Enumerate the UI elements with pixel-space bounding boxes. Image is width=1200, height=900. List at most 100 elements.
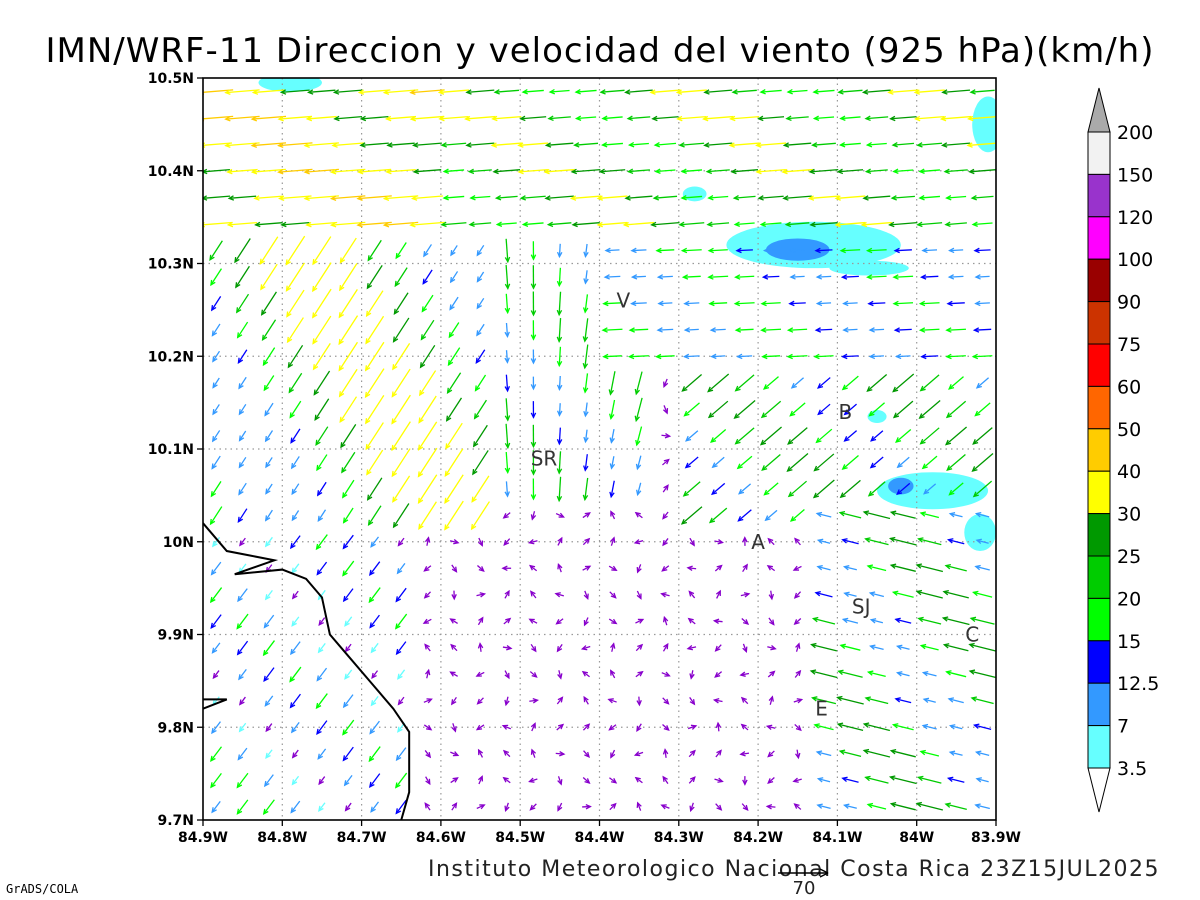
wind-vector [813, 453, 835, 472]
wind-vector [862, 195, 891, 201]
wind-vector [209, 587, 223, 604]
wind-vector [385, 168, 416, 175]
wind-vector [946, 538, 965, 545]
wind-vector [573, 142, 599, 148]
wind-vector [864, 168, 888, 175]
wind-vector [892, 274, 914, 280]
wind-vector [682, 353, 700, 360]
wind-vector [680, 247, 702, 254]
wind-vector [942, 589, 969, 599]
wind-vector [755, 168, 786, 175]
wind-vector [329, 221, 366, 228]
wind-vector [603, 274, 621, 280]
wind-vector [683, 402, 700, 417]
wind-vector [476, 804, 486, 810]
wind-vector [368, 773, 381, 789]
wind-vector [504, 451, 511, 474]
wind-vector [895, 671, 910, 677]
wind-vector [332, 89, 363, 95]
wind-vector [212, 670, 220, 680]
wind-vector [315, 534, 328, 551]
wind-vector [291, 616, 300, 627]
wind-vector [530, 241, 537, 261]
wind-vector [789, 247, 805, 254]
wind-vector [265, 723, 273, 733]
wind-vector [795, 642, 801, 652]
wind-vector [662, 697, 670, 705]
colorbar-swatch [1087, 597, 1111, 642]
place-labels: V SR B A SJ C E [531, 289, 980, 721]
wind-vector [601, 115, 623, 121]
wind-vector [393, 292, 409, 316]
wind-vector [817, 403, 831, 416]
wind-vector [445, 422, 463, 450]
wind-vector [661, 432, 672, 439]
colorbar-swatch [1087, 258, 1111, 303]
wind-vector [369, 614, 380, 629]
wind-vector [423, 244, 432, 258]
wind-vector [477, 537, 484, 547]
wind-vector [366, 449, 384, 476]
wind-vector [787, 427, 808, 445]
wind-vector [742, 643, 748, 654]
wind-vector [839, 479, 861, 499]
wind-vector [224, 142, 260, 149]
wind-vector [868, 353, 884, 360]
wind-vector [862, 722, 891, 732]
wind-vector [264, 430, 274, 443]
wind-vector [662, 538, 669, 547]
wind-vector [815, 750, 832, 757]
wind-vector [790, 377, 804, 389]
wind-vector [786, 453, 809, 472]
wind-vector [729, 115, 760, 122]
wind-vector [504, 238, 511, 264]
wind-vector [382, 195, 419, 202]
wind-vector [838, 510, 862, 519]
wind-vector [708, 300, 728, 307]
wind-vector [947, 274, 964, 280]
wind-vector [264, 536, 273, 548]
wind-vector [703, 89, 733, 95]
wind-vector [706, 221, 730, 228]
wind-vector [449, 539, 460, 545]
wind-vector [397, 669, 406, 680]
wind-vector [356, 195, 392, 202]
wind-vector [470, 501, 490, 531]
wind-vector [784, 221, 810, 228]
wind-vector [329, 195, 366, 202]
wind-vector [291, 483, 300, 496]
wind-vector [451, 723, 457, 733]
wind-vector [543, 168, 575, 175]
wind-vector [472, 450, 489, 476]
colorbar-top-arrow [1087, 87, 1111, 133]
wind-vector [862, 748, 891, 758]
wind-vector [265, 749, 273, 759]
wind-vector [395, 799, 407, 815]
wind-vector [662, 511, 669, 520]
wind-vector [680, 506, 703, 525]
wind-vector [289, 693, 301, 709]
wind-vector [809, 669, 838, 679]
wind-vector [793, 803, 802, 810]
wind-vector [582, 344, 589, 370]
wind-vector [544, 142, 574, 148]
wind-vector [634, 511, 643, 519]
wind-vector [917, 616, 942, 625]
wind-vector [412, 168, 442, 175]
wind-vector [839, 115, 861, 121]
wind-vector [530, 450, 537, 476]
reference-vector-label: 70 [793, 878, 816, 899]
wind-vector [527, 539, 538, 545]
wind-vector [394, 267, 408, 288]
wind-vector [315, 426, 329, 447]
wind-vector [449, 296, 459, 311]
wind-vector [476, 244, 485, 257]
wind-vector [782, 142, 812, 148]
wind-vector [782, 195, 812, 201]
wind-vector [816, 565, 831, 571]
wind-vector [765, 804, 776, 810]
wind-vector [359, 142, 389, 148]
wind-vector [714, 564, 723, 572]
wind-vector [556, 375, 563, 391]
wind-vector [609, 399, 616, 421]
